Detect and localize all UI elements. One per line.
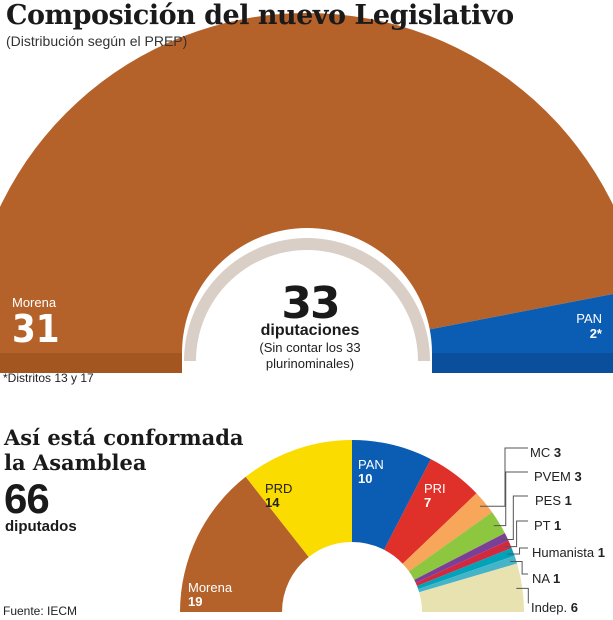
out-label-pvem: PVEM 3 [534, 469, 582, 484]
slice-pan [352, 440, 431, 550]
slice-label-pri-value: 7 [424, 495, 432, 510]
assembly-slices [180, 440, 524, 612]
out-label-na: NA 1 [532, 571, 560, 586]
total-unit: diputaciones [260, 322, 360, 339]
label-pan-value: 2* [589, 326, 602, 341]
source-note: Fuente: IECM [3, 604, 78, 618]
out-label-pt-value: 1 [554, 518, 562, 533]
slice-label-pri: PRI 7 [424, 482, 446, 510]
leader-pvem [493, 471, 528, 527]
out-label-na-value: 1 [552, 571, 561, 586]
chart-subtitle: (Distribución según el PREP) [6, 33, 188, 49]
leader-humanista [507, 547, 528, 555]
leader-pt [504, 520, 528, 548]
out-label-pvem-name: PVEM [534, 469, 571, 484]
slice-label-pan: PAN 10 [358, 458, 384, 486]
slice-label-pan-value: 10 [358, 471, 373, 486]
out-label-pes-value: 1 [564, 493, 572, 508]
label-morena-value: 31 [12, 307, 60, 351]
slice-pri [384, 459, 477, 564]
out-label-na-name: NA [532, 571, 550, 586]
slice-label-pan-name: PAN [358, 457, 384, 472]
label-pan-name: PAN [576, 311, 602, 326]
arc-morena [0, 13, 613, 353]
label-morena: Morena 31 [12, 295, 60, 348]
out-label-pes-name: PES [535, 493, 562, 508]
out-label-indep-name: Indep. [531, 600, 568, 615]
out-label-mc: MC 3 [530, 445, 561, 460]
label-pan: PAN 2* [566, 311, 602, 341]
arc-pan [429, 294, 613, 353]
out-label-indep-value: 6 [570, 600, 579, 615]
out-label-pt: PT 1 [534, 518, 561, 533]
slice-label-prd-value: 14 [265, 495, 280, 510]
total-note: (Sin contar los 33 plurinominales) [259, 340, 361, 371]
slice-pes [414, 533, 509, 583]
slice-label-morena-value: 19 [188, 594, 203, 609]
footnote: *Distritos 13 y 17 [3, 371, 94, 385]
slice-label-pri-name: PRI [424, 481, 446, 496]
assembly-title: Así está conformada la Asamblea [4, 425, 244, 475]
out-label-humanista: Humanista 1 [532, 545, 605, 560]
slice-prd [245, 440, 352, 557]
leader-pes [501, 495, 528, 540]
assembly-total: 66 [4, 475, 50, 522]
out-label-pvem-value: 3 [574, 469, 582, 484]
leader-lines [480, 447, 529, 604]
out-label-indep: Indep. 6 [531, 600, 578, 615]
assembly-unit: diputados [5, 518, 77, 535]
out-label-pt-name: PT [534, 518, 551, 533]
slice-humanista [416, 548, 515, 590]
slice-label-morena: Morena 19 [188, 581, 232, 609]
slice-label-prd-name: PRD [265, 481, 293, 496]
arc-pan-base [432, 353, 613, 373]
leader-na [510, 560, 528, 575]
slice-pt [415, 540, 512, 586]
slice-mc [402, 493, 493, 572]
slice-label-morena-name: Morena [188, 580, 233, 595]
out-label-pes: PES 1 [535, 493, 572, 508]
chart-title: Composición del nuevo Legislativo [6, 0, 514, 31]
slice-label-prd: PRD 14 [265, 482, 292, 510]
total-seats: 33 [281, 278, 340, 329]
slice-indep [419, 563, 524, 612]
slice-morena [180, 476, 309, 612]
out-label-humanista-name: Humanista [532, 545, 595, 560]
out-label-mc-name: MC [530, 445, 551, 460]
leader-mc [480, 447, 528, 507]
arc-morena-base [0, 353, 182, 373]
out-label-mc-value: 3 [553, 445, 562, 460]
slice-na [418, 555, 518, 593]
out-label-humanista-value: 1 [597, 545, 605, 560]
leader-indep [516, 587, 529, 604]
label-morena-name: Morena [12, 295, 57, 310]
slice-pvem [409, 512, 505, 580]
